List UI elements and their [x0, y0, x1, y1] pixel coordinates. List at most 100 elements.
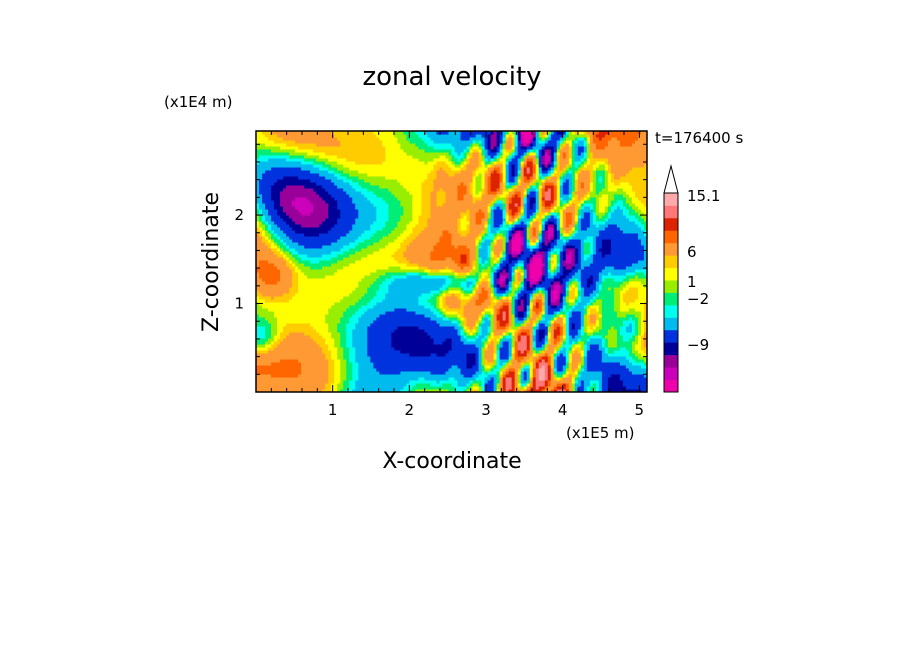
field-cell	[613, 293, 618, 297]
field-cell	[265, 335, 269, 339]
field-cell	[340, 302, 344, 306]
field-cell	[544, 281, 549, 285]
field-cell	[628, 338, 633, 342]
field-cell	[328, 389, 332, 392]
field-cell	[523, 281, 528, 285]
field-cell	[385, 377, 389, 381]
field-cell	[382, 296, 386, 300]
field-cell	[604, 371, 609, 375]
field-cell	[286, 302, 290, 306]
field-cell	[502, 290, 507, 294]
field-cell	[571, 356, 576, 360]
field-cell	[487, 299, 492, 303]
field-cell	[439, 335, 443, 339]
field-cell	[331, 287, 335, 291]
field-cell	[268, 347, 272, 351]
field-cell	[259, 323, 263, 327]
field-cell	[514, 287, 519, 291]
field-cell	[640, 290, 645, 294]
field-cell	[370, 371, 374, 375]
field-cell	[421, 293, 425, 297]
field-cell	[361, 314, 365, 318]
field-cell	[595, 281, 600, 285]
field-cell	[565, 389, 570, 392]
field-cell	[553, 287, 558, 291]
field-cell	[562, 350, 567, 354]
field-cell	[295, 275, 299, 279]
field-cell	[511, 323, 516, 327]
field-cell	[475, 320, 480, 324]
field-cell	[439, 317, 443, 321]
field-cell	[445, 326, 449, 330]
field-cell	[415, 338, 419, 342]
field-cell	[520, 368, 525, 372]
field-cell	[274, 299, 278, 303]
field-cell	[610, 284, 615, 288]
field-cell	[436, 278, 440, 282]
field-cell	[613, 371, 618, 375]
field-cell	[583, 371, 588, 375]
field-cell	[310, 365, 314, 369]
field-cell	[559, 299, 564, 303]
field-cell	[640, 365, 645, 369]
field-cell	[379, 347, 383, 351]
field-cell	[328, 377, 332, 381]
field-cell	[310, 329, 314, 333]
field-cell	[643, 281, 647, 285]
field-cell	[625, 317, 630, 321]
field-cell	[583, 284, 588, 288]
field-cell	[418, 299, 422, 303]
field-cell	[442, 380, 446, 384]
field-cell	[553, 353, 558, 357]
field-cell	[310, 341, 314, 345]
field-cell	[406, 377, 410, 381]
field-cell	[568, 323, 573, 327]
field-cell	[487, 323, 492, 327]
field-cell	[490, 341, 495, 345]
field-cell	[307, 296, 311, 300]
field-cell	[385, 317, 389, 321]
field-cell	[577, 374, 582, 378]
field-cell	[307, 371, 311, 375]
field-cell	[328, 290, 332, 294]
field-cell	[436, 290, 440, 294]
field-cell	[622, 338, 627, 342]
field-cell	[493, 308, 498, 312]
field-cell	[445, 335, 449, 339]
field-cell	[541, 317, 546, 321]
field-cell	[469, 380, 474, 384]
field-cell	[643, 338, 647, 342]
field-cell	[565, 356, 570, 360]
field-cell	[463, 359, 468, 363]
field-cell	[556, 347, 561, 351]
field-cell	[271, 302, 275, 306]
field-cell	[475, 377, 480, 381]
field-cell	[364, 341, 368, 345]
field-cell	[382, 362, 386, 366]
field-cell	[472, 302, 477, 306]
field-cell	[571, 341, 576, 345]
field-cell	[391, 362, 395, 366]
field-cell	[625, 299, 630, 303]
field-cell	[361, 308, 365, 312]
field-cell	[496, 314, 501, 318]
field-cell	[475, 353, 480, 357]
field-cell	[514, 365, 519, 369]
field-cell	[445, 389, 449, 392]
field-cell	[505, 293, 510, 297]
field-cell	[400, 296, 404, 300]
field-cell	[274, 362, 278, 366]
field-cell	[610, 323, 615, 327]
field-cell	[541, 341, 546, 345]
field-cell	[367, 290, 371, 294]
field-cell	[574, 311, 579, 315]
field-cell	[301, 308, 305, 312]
field-cell	[547, 299, 552, 303]
field-cell	[535, 383, 540, 387]
field-cell	[349, 290, 353, 294]
field-cell	[277, 335, 281, 339]
field-cell	[616, 311, 621, 315]
field-cell	[460, 317, 465, 321]
field-cell	[361, 329, 365, 333]
field-cell	[343, 365, 347, 369]
